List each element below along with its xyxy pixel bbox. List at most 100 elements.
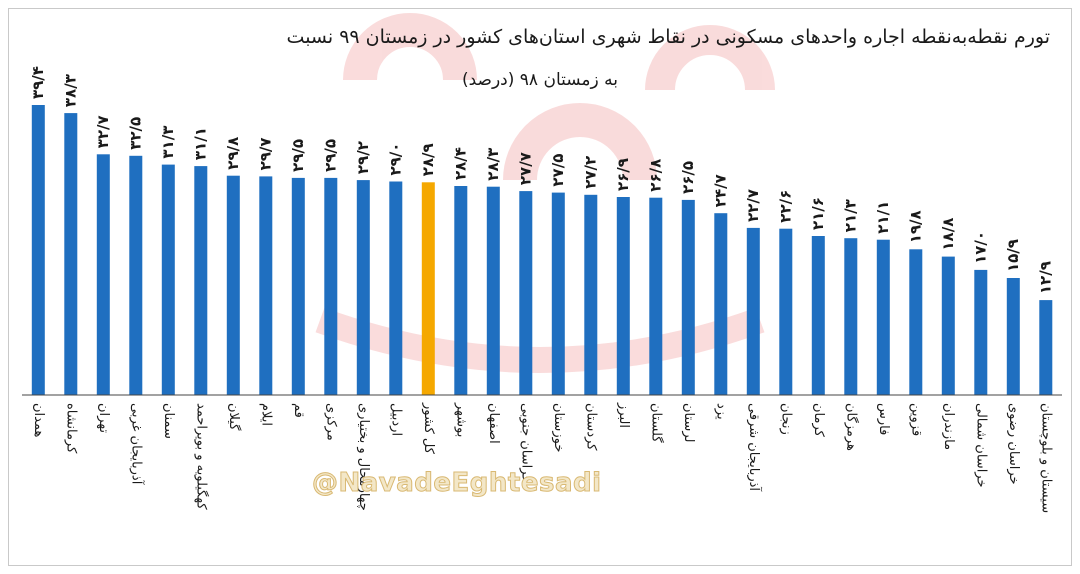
bar-17 — [584, 194, 598, 395]
value-label-15: ۲۷/۷ — [516, 152, 534, 185]
category-label-8: قم — [291, 403, 306, 418]
category-label-14: اصفهان — [486, 403, 501, 444]
value-label-21: ۲۴/۷ — [711, 174, 729, 207]
value-label-5: ۳۱/۱ — [191, 127, 209, 160]
bar-26 — [876, 239, 890, 395]
bar-28 — [941, 256, 955, 395]
bar-14 — [486, 186, 500, 395]
value-label-2: ۳۲/۷ — [94, 115, 112, 148]
value-label-10: ۲۹/۲ — [354, 141, 372, 174]
category-label-13: بوشهر — [453, 402, 468, 437]
category-label-24: کرمان — [811, 403, 826, 438]
bar-20 — [681, 199, 695, 395]
value-label-16: ۲۷/۵ — [549, 154, 567, 187]
value-label-25: ۲۱/۳ — [841, 199, 859, 232]
category-label-15: خراسان جنوبی — [518, 403, 533, 483]
bar-2 — [96, 154, 110, 395]
watermark-logo — [315, 13, 775, 373]
bar-18 — [616, 197, 630, 395]
category-label-22: آذربایجان شرقی — [746, 403, 763, 492]
value-label-31: ۱۲/۹ — [1036, 261, 1054, 294]
chart-frame — [8, 8, 1072, 566]
bar-16 — [551, 192, 565, 395]
bar-19 — [649, 197, 663, 395]
value-label-28: ۱۸/۸ — [939, 218, 957, 251]
bar-4 — [161, 164, 175, 395]
category-label-30: خراسان رضوی — [1006, 403, 1021, 485]
category-label-3: آذربایجان غربی — [128, 403, 145, 486]
category-label-11: اردبیل — [388, 403, 403, 436]
bar-7 — [259, 176, 273, 395]
category-label-19: گلستان — [648, 403, 664, 443]
category-label-31: سیستان و بلوچستان — [1038, 403, 1053, 513]
watermark-handle: @NavadeEghtesadi — [312, 468, 602, 499]
value-label-8: ۲۹/۵ — [289, 139, 307, 172]
bar-13 — [454, 186, 468, 395]
bar-0 — [31, 105, 45, 395]
bar-8 — [291, 177, 305, 395]
bar-22 — [746, 227, 760, 395]
value-label-11: ۲۹/۰ — [386, 143, 404, 176]
value-label-9: ۲۹/۵ — [321, 139, 339, 172]
value-label-30: ۱۵/۹ — [1004, 239, 1022, 272]
category-label-17: کردستان — [583, 403, 598, 451]
category-label-7: ایلام — [258, 403, 273, 426]
value-label-19: ۲۶/۸ — [646, 159, 664, 192]
bar-24 — [811, 236, 825, 395]
bar-10 — [356, 180, 370, 395]
value-label-22: ۲۲/۷ — [744, 189, 762, 222]
value-label-14: ۲۸/۳ — [484, 148, 502, 181]
value-label-17: ۲۷/۲ — [581, 156, 599, 189]
value-label-23: ۲۲/۶ — [776, 190, 794, 223]
bar-25 — [844, 238, 858, 395]
category-label-10: چهارمحال و بختیاری — [356, 403, 371, 511]
category-label-20: لرستان — [681, 403, 696, 442]
category-label-27: قزوین — [908, 403, 923, 436]
value-label-1: ۳۸/۳ — [61, 74, 79, 107]
bar-15 — [519, 191, 533, 395]
bar-31 — [1039, 300, 1053, 395]
bar-23 — [779, 228, 793, 395]
bar-9 — [324, 177, 338, 395]
category-label-1: کرمانشاه — [63, 403, 78, 454]
category-label-12: کل کشور — [421, 402, 436, 455]
value-label-4: ۳۱/۳ — [159, 126, 177, 159]
value-label-27: ۱۹/۸ — [906, 210, 924, 243]
bar-30 — [1006, 278, 1020, 395]
value-label-20: ۲۶/۵ — [679, 161, 697, 194]
category-label-21: یزد — [713, 403, 728, 420]
category-label-4: سمنان — [161, 403, 176, 439]
bar-29 — [974, 269, 988, 395]
category-label-6: گیلان — [226, 403, 242, 431]
value-label-18: ۲۶/۹ — [614, 158, 632, 191]
bar-12 — [421, 182, 435, 395]
value-label-29: ۱۷/۰ — [971, 231, 989, 264]
category-label-5: کهگیلویه و بویراحمد — [193, 403, 209, 510]
category-label-26: فارس — [876, 403, 891, 435]
bar-11 — [389, 181, 403, 395]
chart-title: تورم نقطه‌به‌نقطه اجاره واحدهای مسکونی د… — [286, 26, 1050, 48]
category-label-29: خراسان شمالی — [973, 403, 988, 488]
value-label-7: ۲۹/۷ — [256, 137, 274, 170]
bar-6 — [226, 175, 240, 395]
category-label-18: البرز — [616, 402, 631, 428]
bar-21 — [714, 213, 728, 395]
category-label-25: هرمزگان — [843, 403, 859, 451]
category-label-16: خوزستان — [551, 403, 566, 452]
chart-subtitle: به زمستان ۹۸ (درصد) — [461, 70, 618, 90]
category-label-28: مازندران — [941, 403, 956, 450]
value-label-26: ۲۱/۱ — [874, 201, 892, 234]
value-label-12: ۲۸/۹ — [419, 143, 437, 176]
value-label-3: ۳۲/۵ — [126, 117, 144, 150]
category-label-23: زنجان — [778, 403, 793, 435]
bar-5 — [194, 166, 208, 395]
bar-3 — [129, 155, 143, 395]
category-label-2: تهران — [96, 403, 111, 433]
value-label-13: ۲۸/۴ — [451, 147, 469, 180]
category-label-9: مرکزی — [323, 403, 338, 441]
bar-27 — [909, 249, 923, 395]
bar-1 — [64, 113, 78, 395]
value-label-0: ۳۹/۴ — [29, 66, 47, 99]
category-label-0: همدان — [31, 403, 46, 437]
